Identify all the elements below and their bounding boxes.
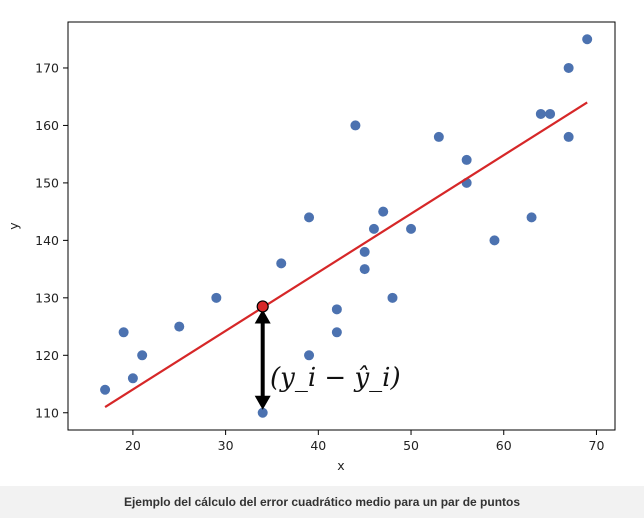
data-point: [368, 223, 379, 234]
data-point: [563, 62, 574, 73]
data-point: [100, 384, 111, 395]
y-tick-label: 150: [35, 175, 59, 190]
plot-frame: [67, 21, 616, 431]
y-tick-label: 120: [35, 348, 59, 363]
data-point: [378, 206, 389, 217]
data-point: [433, 131, 444, 142]
y-axis-ticks: 110 120 130 140 150 160 170: [35, 60, 68, 420]
data-point: [359, 246, 370, 257]
scatter-plot-figure: 20 30 40 50 60 70 110 120 130 140 150 160 170 x y (…: [6, 21, 616, 473]
data-point: [127, 373, 138, 384]
data-point: [563, 131, 574, 142]
x-tick-label: 70: [589, 438, 605, 453]
data-point: [118, 327, 129, 338]
y-tick-label: 170: [35, 60, 59, 75]
axes-layer: [67, 21, 616, 431]
plot-background: [68, 22, 615, 430]
y-tick-label: 110: [35, 405, 59, 420]
data-point: [137, 350, 148, 361]
data-point: [304, 212, 315, 223]
x-tick-label: 30: [218, 438, 234, 453]
data-point: [526, 212, 537, 223]
data-point: [276, 258, 287, 269]
data-layer: [100, 34, 593, 418]
annotation-layer: [254, 300, 271, 410]
data-point: [387, 292, 398, 303]
data-point: [461, 154, 472, 165]
residual-arrow-head-up: [254, 309, 271, 324]
data-point: [406, 223, 417, 234]
plot-area: [68, 22, 615, 430]
data-point: [350, 120, 361, 131]
x-tick-label: 60: [496, 438, 512, 453]
data-point: [211, 292, 222, 303]
data-point: [304, 350, 315, 361]
x-tick-label: 50: [403, 438, 419, 453]
predicted-point-marker: [256, 300, 269, 313]
data-point: [331, 304, 342, 315]
data-point: [359, 264, 370, 275]
residual-formula-label: (y_i − ŷ_i): [270, 363, 401, 393]
x-axis-ticks: 20 30 40 50 60 70: [125, 430, 605, 453]
data-point: [257, 407, 268, 418]
y-tick-label: 160: [35, 118, 59, 133]
x-tick-label: 40: [310, 438, 326, 453]
data-point: [174, 321, 185, 332]
y-tick-label: 140: [35, 233, 59, 248]
figure-caption: Ejemplo del cálculo del error cuadrático…: [0, 486, 644, 518]
data-point: [331, 327, 342, 338]
regression-line: [104, 101, 588, 408]
y-axis-label: y: [6, 222, 21, 230]
residual-arrow-head-down: [254, 395, 271, 410]
data-point: [545, 108, 556, 119]
data-point: [489, 235, 500, 246]
x-axis-label: x: [337, 458, 344, 473]
y-tick-label: 130: [35, 290, 59, 305]
data-point: [535, 108, 546, 119]
x-tick-label: 20: [125, 438, 141, 453]
data-point: [582, 34, 593, 45]
